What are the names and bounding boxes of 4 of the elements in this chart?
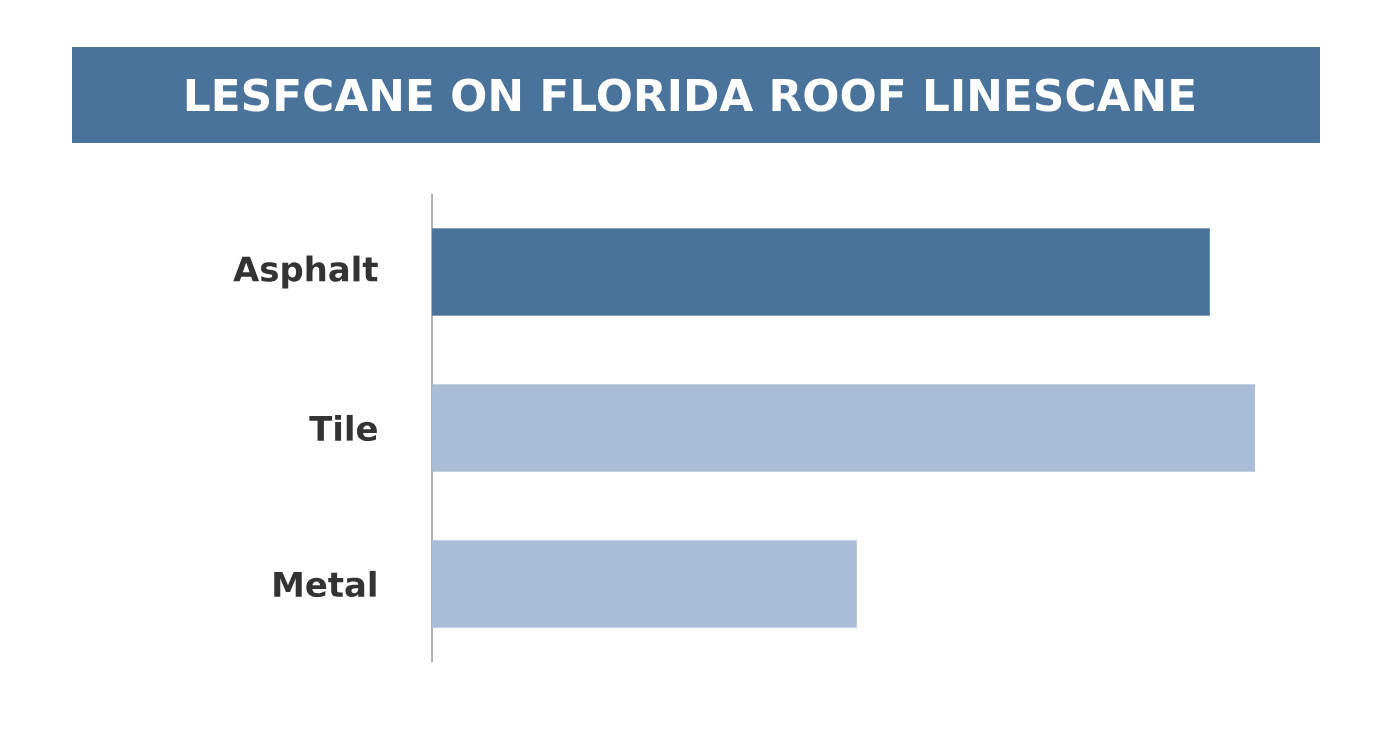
y-tick-label: Tile bbox=[309, 414, 377, 442]
y-tick-label: Asphalt bbox=[233, 255, 378, 289]
chart-title: LESFCANE ON FLORIDA ROOF LINESCANE bbox=[186, 78, 1194, 112]
y-tick-label: Metal bbox=[274, 570, 376, 598]
